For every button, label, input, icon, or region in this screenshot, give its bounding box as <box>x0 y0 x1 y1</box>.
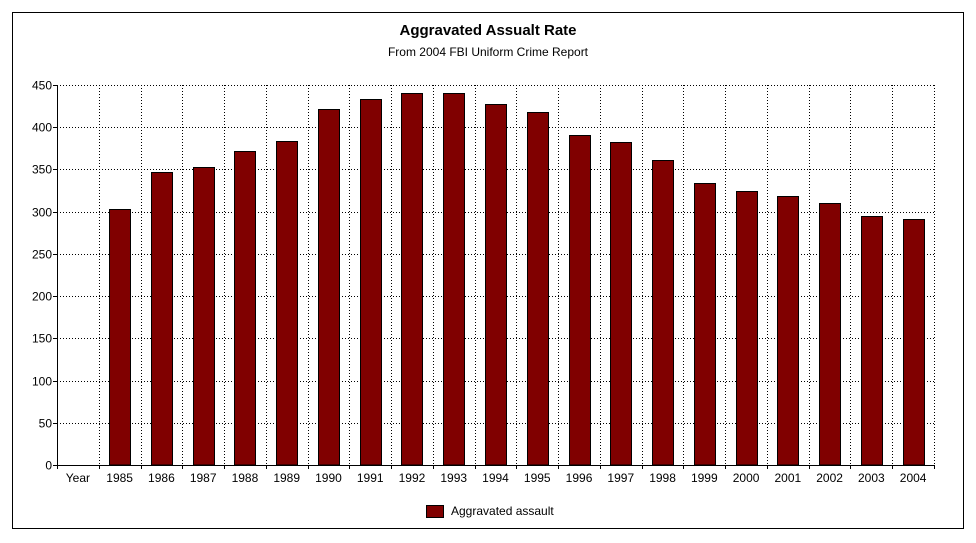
legend-label: Aggravated assault <box>451 504 554 518</box>
bar-1989 <box>276 141 298 466</box>
x-axis-label: Year <box>66 471 90 485</box>
bar-1992 <box>401 93 423 466</box>
x-tick-label: 2004 <box>900 471 927 485</box>
x-tick-label: 1992 <box>399 471 426 485</box>
bar-2000 <box>736 191 758 466</box>
x-tick-label: 1988 <box>232 471 259 485</box>
y-tick-label: 350 <box>32 163 52 177</box>
bar-1990 <box>318 109 340 466</box>
bar-1995 <box>527 112 549 466</box>
x-tick-label: 2001 <box>774 471 801 485</box>
bar-1994 <box>485 104 507 466</box>
y-tick-label: 450 <box>32 79 52 93</box>
x-tick-label: 1996 <box>566 471 593 485</box>
x-tick-label: 1994 <box>482 471 509 485</box>
bar-1985 <box>109 209 131 466</box>
bar-1991 <box>360 99 382 466</box>
x-tick-label: 1991 <box>357 471 384 485</box>
y-tick-label: 50 <box>39 417 53 431</box>
x-tick-label: 1987 <box>190 471 217 485</box>
x-tick-label: 1995 <box>524 471 551 485</box>
chart-title: Aggravated Assualt Rate <box>399 22 577 39</box>
y-tick-label: 300 <box>32 206 52 220</box>
x-tick-label: 1997 <box>607 471 634 485</box>
x-tick-label: 1999 <box>691 471 718 485</box>
bar-1993 <box>443 93 465 466</box>
bar-2001 <box>777 196 799 466</box>
y-tick-label: 400 <box>32 121 52 135</box>
x-tick-label: 1998 <box>649 471 676 485</box>
bar-2003 <box>861 216 883 466</box>
y-tick-label: 0 <box>45 459 52 473</box>
bar-1986 <box>151 172 173 466</box>
chart-subtitle: From 2004 FBI Uniform Crime Report <box>387 45 589 59</box>
x-tick-label: 1986 <box>148 471 175 485</box>
legend-swatch <box>426 504 444 518</box>
y-tick-label: 150 <box>32 332 52 346</box>
x-tick-label: 2000 <box>733 471 760 485</box>
bar-1998 <box>652 160 674 466</box>
bar-2004 <box>903 219 925 466</box>
bar-1997 <box>610 142 632 466</box>
bar-2002 <box>819 203 841 466</box>
chart-legend: Aggravated assault <box>426 503 554 519</box>
bar-1988 <box>234 151 256 466</box>
x-tick-label: 2002 <box>816 471 843 485</box>
y-tick-label: 250 <box>32 248 52 262</box>
bar-1999 <box>694 183 716 466</box>
bar-1996 <box>569 135 591 466</box>
x-tick-label: 2003 <box>858 471 885 485</box>
y-tick-label: 100 <box>32 375 52 389</box>
x-tick-label: 1990 <box>315 471 342 485</box>
y-tick-label: 200 <box>32 290 52 304</box>
x-tick-label: 1985 <box>106 471 133 485</box>
x-tick-label: 1989 <box>273 471 300 485</box>
x-tick-label: 1993 <box>440 471 467 485</box>
bar-1987 <box>193 167 215 466</box>
